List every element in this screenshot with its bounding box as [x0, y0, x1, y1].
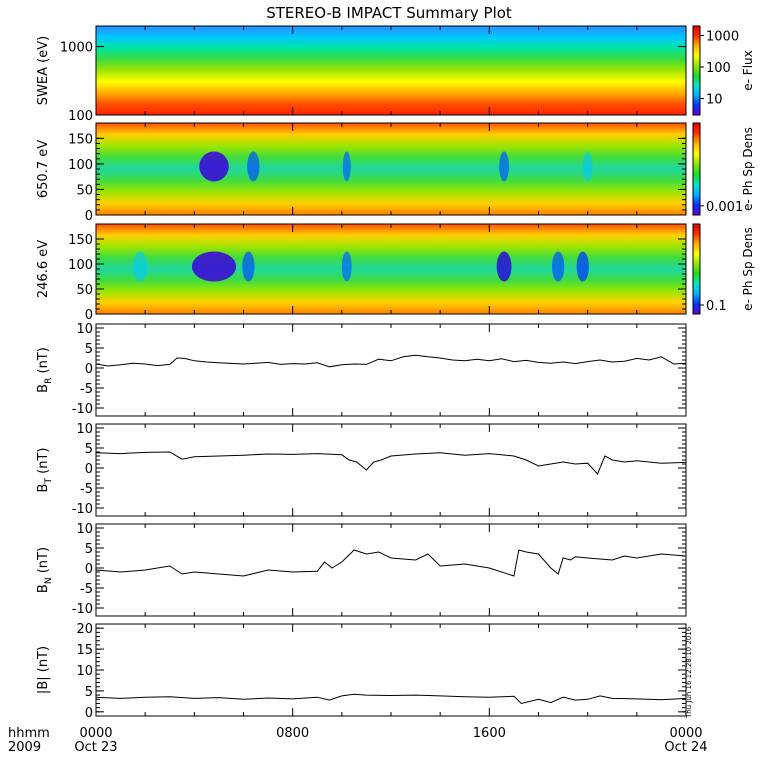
y-tick-label: 0 [85, 462, 93, 477]
y-tick-label: 50 [76, 183, 93, 198]
y-axis-label: 650.7 eV [36, 140, 51, 198]
y-tick-label: 10 [76, 664, 93, 679]
y-tick-label: 0 [85, 362, 93, 377]
colorbar-pad-650 [692, 122, 701, 216]
y-axis-label: BN (nT) [36, 547, 54, 593]
colorbar-tick-label: 10 [706, 93, 723, 108]
series-bmag [95, 693, 687, 705]
y-tick-label: -10 [72, 602, 93, 617]
colorbar-tick-label: 0.001 [706, 200, 743, 215]
y-tick-label: 50 [76, 283, 93, 298]
y-tick-label: 0 [85, 706, 93, 721]
y-tick-label: 20 [76, 622, 93, 637]
y-tick-label: -5 [80, 582, 93, 597]
panel-br: -10 -5 0 5 10 BR (nT) [36, 322, 687, 417]
y-tick-label: 15 [76, 643, 93, 658]
x-date-label: Oct 24 [664, 740, 707, 755]
y-tick-label: 1000 [60, 41, 93, 56]
year-label: 2009 [8, 740, 41, 755]
depletion-blob [496, 251, 512, 282]
depletion-blob [199, 151, 229, 182]
panel-frame [95, 323, 687, 417]
x-tick-label: 0000 [79, 726, 112, 741]
colorbar-label: e- Ph Sp Dens [741, 127, 755, 211]
colorbar-label: e- Flux [741, 50, 755, 90]
y-tick-label: 5 [85, 442, 93, 457]
y-axis-label: BR (nT) [36, 347, 54, 393]
x-tick-label: 0000 [669, 726, 702, 741]
y-axis-label: SWEA (eV) [36, 36, 51, 105]
colorbar-tick-label: 1000 [706, 29, 739, 44]
x-date-label: Oct 23 [74, 740, 117, 755]
y-tick-label: 150 [68, 233, 93, 248]
colorbar-swea [692, 25, 701, 116]
x-tick-label: 0800 [276, 726, 309, 741]
y-tick-label: 150 [68, 132, 93, 147]
y-tick-label: 100 [68, 109, 93, 124]
panel-swea: 1000 100 10 e- Flux 100 1000 SWEA (eV) [36, 25, 755, 124]
panel-pad-246: 0.1 e- Ph Sp Dens 0 50 100 150 246.6 eV [36, 223, 755, 323]
series-bn [95, 549, 687, 577]
panel-bt: -10 -5 0 5 10 BT (nT) [36, 422, 687, 517]
spectrogram-pad-650 [96, 123, 686, 215]
series-bt [95, 451, 687, 475]
depletion-blob [132, 251, 148, 282]
depletion-blob [576, 251, 589, 282]
y-tick-label: 100 [68, 258, 93, 273]
y-tick-label: -5 [80, 482, 93, 497]
y-tick-label: 10 [76, 322, 93, 337]
plot-title: STEREO-B IMPACT Summary Plot [266, 4, 512, 22]
depletion-blob [247, 151, 260, 182]
depletion-blob [191, 251, 237, 282]
depletion-blob [499, 151, 510, 182]
y-axis-label: 246.6 eV [36, 240, 51, 298]
spectrogram-pad-246 [96, 224, 686, 314]
y-tick-label: 10 [76, 522, 93, 537]
y-tick-label: 0 [85, 209, 93, 224]
generation-timestamp: Thu Jun 16 12:28:10 2016 [685, 626, 693, 719]
series-br [95, 354, 687, 368]
colorbar-tick-label: 100 [706, 61, 731, 76]
y-tick-label: 5 [85, 342, 93, 357]
y-tick-label: 100 [68, 158, 93, 173]
panel-bmag: 0 5 10 15 20 |B| (nT) [36, 622, 687, 721]
y-tick-label: -10 [72, 402, 93, 417]
y-axis-label: BT (nT) [36, 448, 54, 493]
y-tick-label: -5 [80, 382, 93, 397]
depletion-blob [582, 151, 593, 182]
colorbar-label: e- Ph Sp Dens [741, 227, 755, 311]
depletion-blob [341, 251, 352, 282]
depletion-blob [342, 151, 351, 182]
colorbar-pad-246 [692, 223, 701, 315]
panel-bn: -10 -5 0 5 10 BN (nT) [36, 522, 687, 617]
panel-frame [95, 623, 687, 717]
y-tick-label: 0 [85, 562, 93, 577]
panel-frame [95, 423, 687, 517]
colorbar-tick-label: 0.1 [706, 299, 727, 314]
spectrogram-swea [96, 26, 686, 115]
y-tick-label: 0 [85, 308, 93, 323]
y-tick-label: 5 [85, 542, 93, 557]
depletion-blob [242, 251, 255, 282]
time-axis-label: hhmm [8, 726, 50, 741]
depletion-blob [552, 251, 565, 282]
x-tick-label: 1600 [473, 726, 506, 741]
y-tick-label: -10 [72, 502, 93, 517]
y-tick-label: 5 [85, 685, 93, 700]
y-axis-label: |B| (nT) [36, 646, 51, 694]
panel-frame [95, 523, 687, 617]
y-tick-label: 10 [76, 422, 93, 437]
